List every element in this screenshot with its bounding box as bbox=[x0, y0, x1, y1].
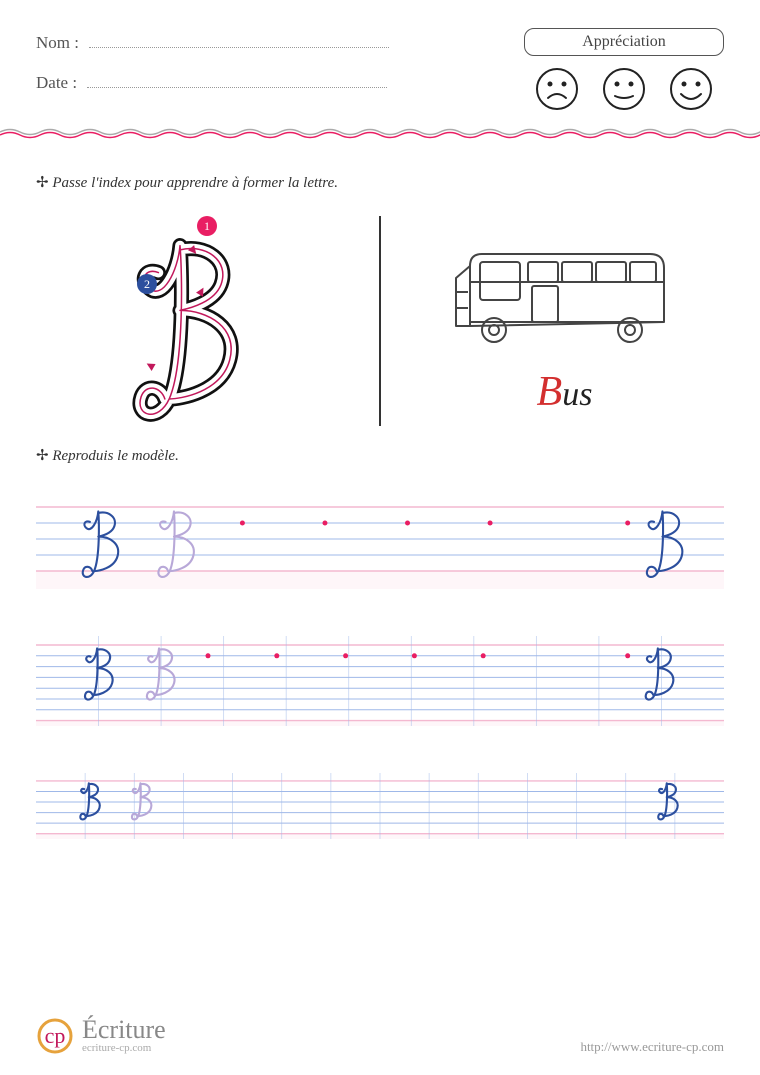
appreciation-label: Appréciation bbox=[524, 28, 724, 56]
neutral-face-icon[interactable] bbox=[601, 66, 647, 112]
wave-divider bbox=[0, 126, 760, 140]
appreciation-block: Appréciation bbox=[524, 28, 724, 112]
model-letter bbox=[83, 511, 118, 577]
model-letter bbox=[132, 783, 151, 819]
practice-row[interactable] bbox=[36, 636, 724, 731]
date-field-line[interactable] bbox=[87, 67, 387, 87]
practice-row[interactable] bbox=[36, 489, 724, 594]
site-url: http://www.ecriture-cp.com bbox=[580, 1039, 724, 1055]
svg-text:1: 1 bbox=[204, 219, 210, 233]
svg-text:cp: cp bbox=[45, 1023, 66, 1048]
sad-face-icon[interactable] bbox=[534, 66, 580, 112]
practice-row[interactable] bbox=[36, 773, 724, 844]
name-date-block: Nom : Date : bbox=[36, 28, 524, 107]
model-letter bbox=[80, 783, 99, 819]
brand-logo: cp Écriture ecriture-cp.com bbox=[36, 1017, 166, 1055]
word-capital: B bbox=[537, 369, 563, 415]
happy-face-icon[interactable] bbox=[668, 66, 714, 112]
date-label: Date : bbox=[36, 73, 77, 93]
model-letter bbox=[158, 511, 193, 577]
model-letter bbox=[647, 511, 682, 577]
example-word: Bus bbox=[537, 368, 593, 416]
word-rest: us bbox=[562, 376, 592, 413]
svg-text:2: 2 bbox=[144, 277, 150, 291]
name-label: Nom : bbox=[36, 33, 79, 53]
instruction-trace: Passe l'index pour apprendre à former la… bbox=[36, 173, 724, 192]
name-field-line[interactable] bbox=[89, 28, 389, 48]
bus-illustration bbox=[450, 226, 680, 356]
brand-name: Écriture bbox=[82, 1018, 166, 1041]
letter-demo: 12 bbox=[36, 206, 355, 436]
instruction-reproduce: Reproduis le modèle. bbox=[36, 446, 724, 465]
vertical-divider bbox=[379, 216, 381, 426]
